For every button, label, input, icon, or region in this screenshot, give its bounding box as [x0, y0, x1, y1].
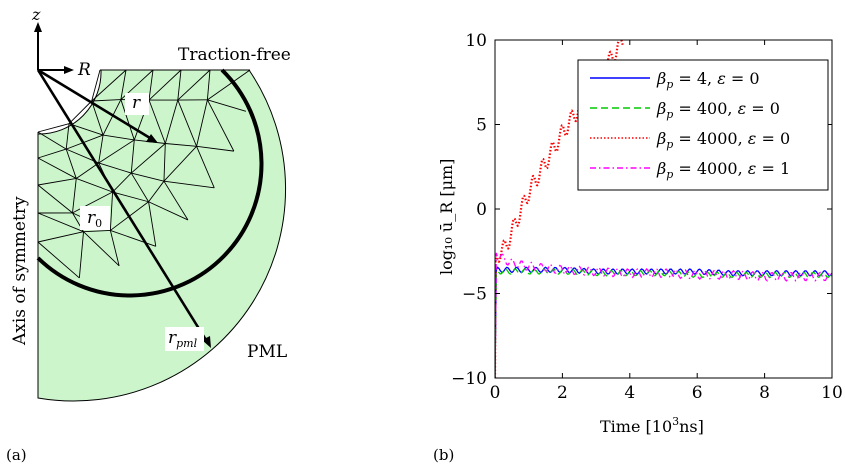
svg-text:rpml: rpml [168, 328, 198, 350]
rpml-radius-arrow-icon [202, 336, 211, 348]
panel-a-label: (a) [6, 446, 27, 464]
x-tick-label: 6 [692, 383, 703, 403]
x-tick-label: 4 [624, 383, 635, 403]
legend-entry: βp = 400, ε = 0 [656, 99, 780, 121]
mesh-triangles [37, 69, 251, 282]
axis-z-label: z [31, 5, 41, 24]
rpml-label: r [168, 328, 177, 348]
x-tick-label: 0 [490, 383, 501, 403]
z-arrow-icon [34, 22, 42, 32]
r0-label: r [87, 208, 96, 228]
legend-entry: βp = 4, ε = 0 [656, 69, 760, 91]
thick-arc [36, 68, 264, 298]
traction-free-label: Traction-free [178, 45, 291, 65]
x-axis-label: Time [10 [600, 417, 672, 436]
rpml-subscript: pml [176, 337, 197, 350]
axis-of-symmetry-label: Axis of symmetry [10, 196, 30, 346]
legend-entry: βp = 4000, ε = 1 [656, 159, 790, 181]
svg-text:Time [103ns]: Time [103ns] [600, 415, 704, 436]
panel-b-label: (b) [433, 446, 454, 464]
axis-r-label: R [77, 60, 91, 80]
legend-entry: βp = 4000, ε = 0 [656, 129, 790, 151]
x-tick-label: 8 [759, 383, 770, 403]
pml-label: PML [247, 342, 287, 362]
r-arrow-icon [64, 66, 74, 74]
x-axis-label-sup: 3 [672, 415, 679, 428]
y-axis-label: log₁₀ ū_R [μm] [437, 159, 456, 275]
r-label: r [132, 93, 141, 113]
series-line-2 [495, 268, 832, 378]
panel-a-mesh-diagram: z R r r0 rpml Traction-free PML Axis of … [6, 5, 291, 464]
x-axis-label-end: ns] [679, 417, 704, 436]
y-tick-label: 0 [476, 200, 487, 220]
y-tick-label: 5 [476, 116, 487, 136]
legend: βp = 4, ε = 0 βp = 400, ε = 0 βp = 4000, ε… [577, 59, 829, 191]
series-line-4 [495, 252, 832, 378]
x-tick-label: 10 [821, 383, 843, 403]
svg-text:r0: r0 [87, 208, 102, 230]
y-tick-label: −5 [462, 285, 487, 305]
r-radius-arrow-icon [146, 134, 158, 143]
panel-b-chart: 0 2 4 6 8 10 −10 −5 0 5 10 Time [103ns] log₁₀ ū_R … [433, 31, 843, 464]
y-tick-label: 10 [465, 31, 487, 51]
x-tick-label: 2 [557, 383, 568, 403]
r0-subscript: 0 [95, 217, 102, 230]
y-tick-label: −10 [451, 369, 487, 389]
